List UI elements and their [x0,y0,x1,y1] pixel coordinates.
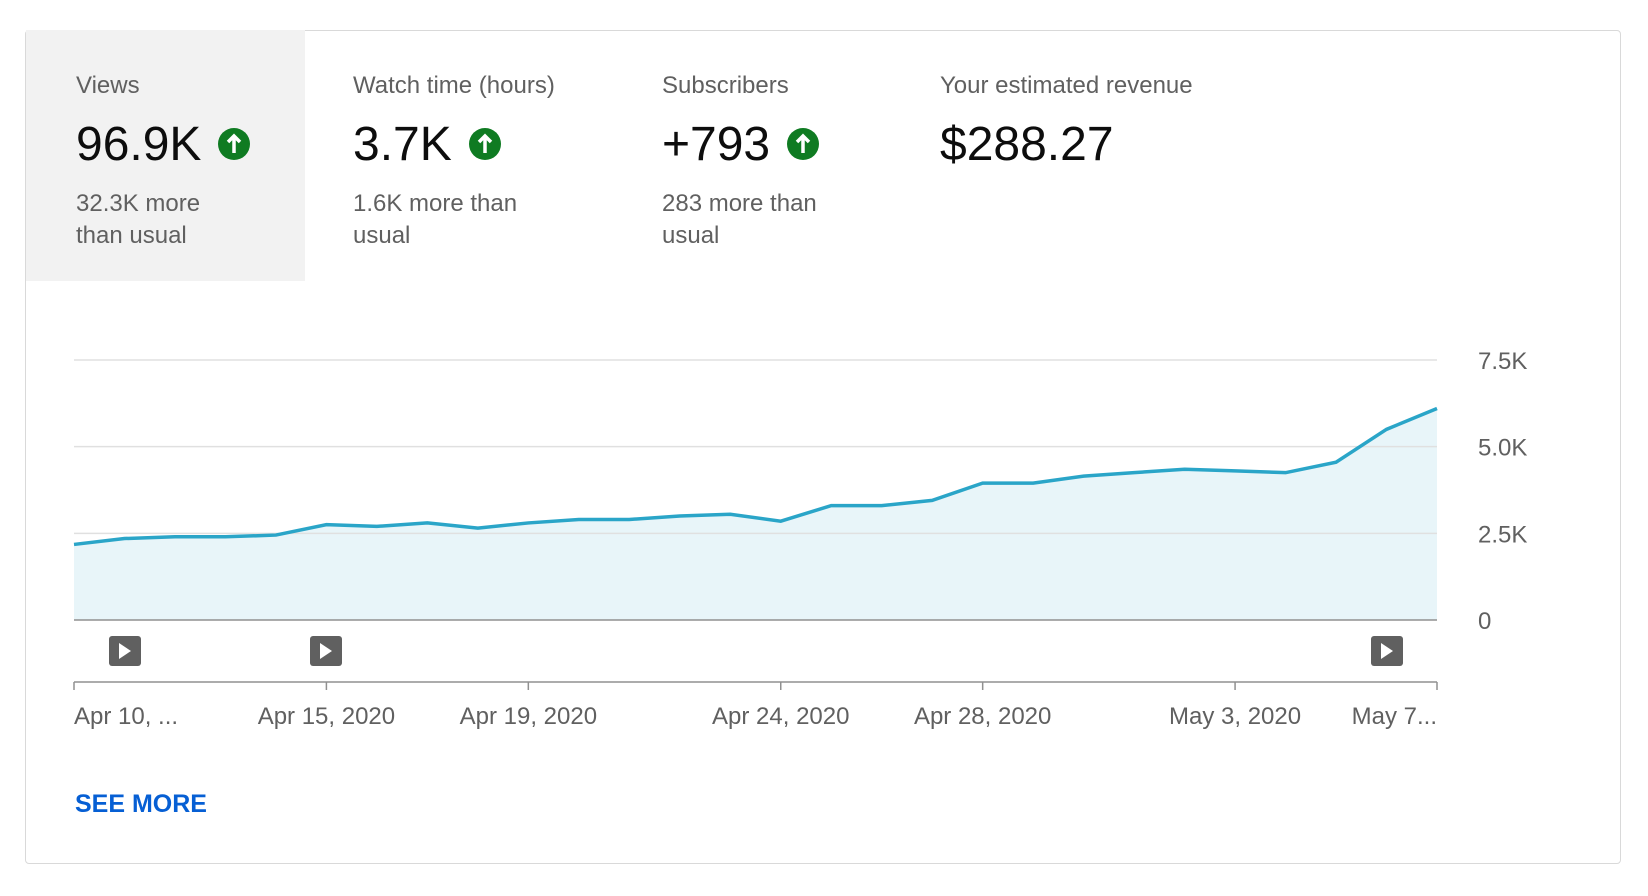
video-marker[interactable] [310,636,342,666]
x-tick-label: Apr 10, ... [74,703,178,730]
metric-value: +793 [662,117,771,171]
metric-note: 1.6K more than usual [353,190,518,249]
metric-value: $288.27 [940,117,1114,171]
metric-title: Watch time (hours) [353,72,555,99]
metric-title: Views [76,72,140,99]
metric-title: Your estimated revenue [940,72,1193,99]
video-marker[interactable] [109,636,141,666]
metric-title: Subscribers [662,72,789,99]
metric-note: 32.3K more than usual [76,190,201,249]
y-tick-label: 2.5K [1478,521,1527,548]
area [74,408,1437,620]
x-tick-label: Apr 24, 2020 [712,703,849,730]
metric-tab[interactable]: Views 96.9K 32.3K more than usual [26,30,305,281]
up-icon [468,128,501,160]
metric-value-row: 3.7K [353,114,555,174]
x-tick-label: Apr 19, 2020 [460,703,597,730]
metric-note: 283 more than usual [662,190,817,249]
y-tick-label: 0 [1478,608,1491,635]
metric-value: 3.7K [353,117,452,171]
metric-value-row: 96.9K [76,114,305,174]
chart: 0 2.5K 5.0K 7.5K Apr 10, ... Apr 15, 2020 Apr … [73,348,1527,730]
metric-value-row: $288.27 [940,114,1193,174]
y-tick-label: 5.0K [1478,435,1527,462]
x-tick-label: Apr 15, 2020 [258,703,395,730]
metric-tab[interactable]: Watch time (hours) 3.7K 1.6K more than u… [303,30,555,281]
x-tick-label: May 7... [1352,703,1437,730]
analytics-card [25,30,1621,864]
line [73,406,1438,547]
up-icon [218,128,251,160]
metric-tab[interactable]: Your estimated revenue $288.27 [890,30,1193,281]
metric-value: 96.9K [76,117,202,171]
x-tick-label: Apr 28, 2020 [914,703,1051,730]
metric-tab[interactable]: Subscribers +793 283 more than usual [612,30,842,281]
metric-value-row: +793 [662,114,842,174]
see-more-link[interactable]: SEE MORE [75,790,207,818]
y-tick-label: 7.5K [1478,348,1527,375]
up-icon [787,128,820,160]
video-marker[interactable] [1371,636,1403,666]
x-tick-label: May 3, 2020 [1169,703,1301,730]
